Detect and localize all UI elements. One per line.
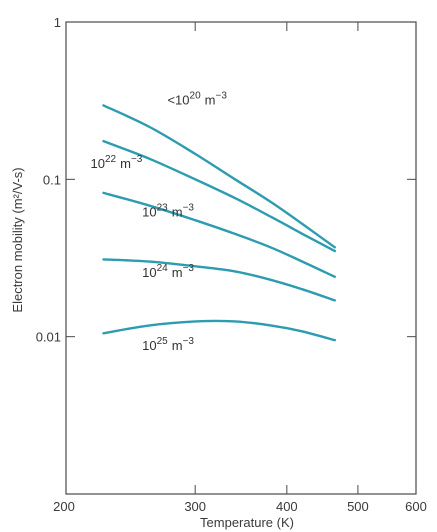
x-tick-label-1: 300 [184,499,206,514]
y-tick-label-1: 0.1 [43,172,61,187]
y-tick-label-2: 0.01 [36,330,61,345]
series-label-3: 1024 m−3 [142,263,194,280]
plot-frame [65,21,417,495]
series-lines [102,104,336,342]
series-label-1: 1022 m−3 [91,154,143,171]
x-tick-label-0: 200 [53,499,75,514]
x-tick-label-3: 500 [347,499,369,514]
axis-ticks [65,21,417,494]
y-axis-title: Electron mobility (m²/V-s) [10,167,25,312]
series-label-2: 1023 m−3 [142,203,194,220]
series-label-0: <1020 m−3 [167,90,227,107]
series-label-4: 1025 m−3 [142,336,194,353]
x-tick-labels: 200 300 400 500 600 [53,499,427,514]
x-axis-title: Temperature (K) [200,515,294,530]
series-line-4 [102,319,336,342]
x-tick-label-4: 600 [405,499,427,514]
x-tick-label-2: 400 [276,499,298,514]
series-line-1 [102,139,336,253]
series-line-2 [102,191,336,278]
y-tick-label-0: 1 [54,15,61,30]
series-line-0 [102,104,336,249]
series-labels: <1020 m−3 1022 m−3 1023 m−3 1024 m−3 1025 m−3 [91,90,228,353]
y-tick-labels: 1 0.1 0.01 [36,15,61,345]
series-line-3 [102,258,336,302]
